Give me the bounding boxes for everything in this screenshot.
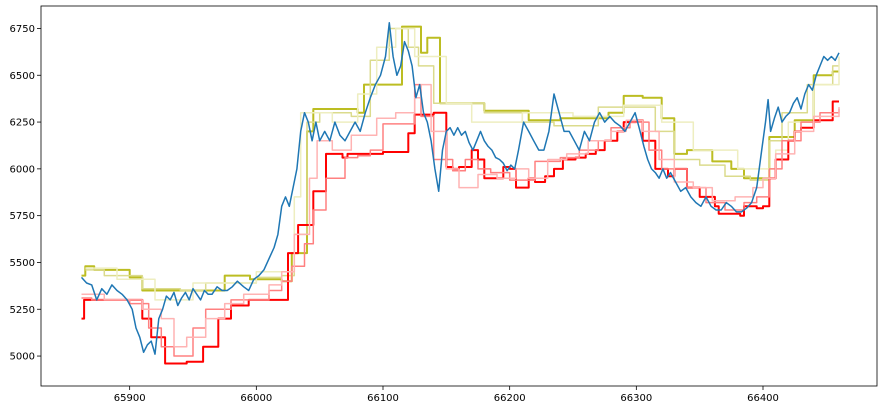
y-tick-label: 6000 <box>10 164 35 175</box>
series-line-7 <box>81 83 840 348</box>
plot-lines <box>80 22 840 365</box>
x-tick-label: 66200 <box>494 393 526 404</box>
y-tick-label: 5000 <box>10 352 35 363</box>
y-tick-label: 6500 <box>10 71 35 82</box>
y-tick-label: 6750 <box>10 24 35 35</box>
y-tick-label: 5500 <box>10 258 35 269</box>
x-tick-label: 66400 <box>747 393 779 404</box>
x-tick-label: 65900 <box>114 393 146 404</box>
y-tick-label: 5750 <box>10 211 35 222</box>
x-tick-label: 66100 <box>367 393 399 404</box>
x-tick-label: 66300 <box>620 393 652 404</box>
y-tick-label: 6250 <box>10 118 35 129</box>
y-axis: 5000 5250 5500 5750 6000 6250 6500 6750 <box>10 24 41 363</box>
y-tick-label: 5250 <box>10 305 35 316</box>
series-line-4 <box>85 27 840 301</box>
series-line-1 <box>80 22 840 355</box>
x-tick-label: 66000 <box>240 393 272 404</box>
x-axis: 65900 66000 66100 66200 66300 66400 <box>114 386 779 404</box>
plot-frame <box>40 5 878 387</box>
